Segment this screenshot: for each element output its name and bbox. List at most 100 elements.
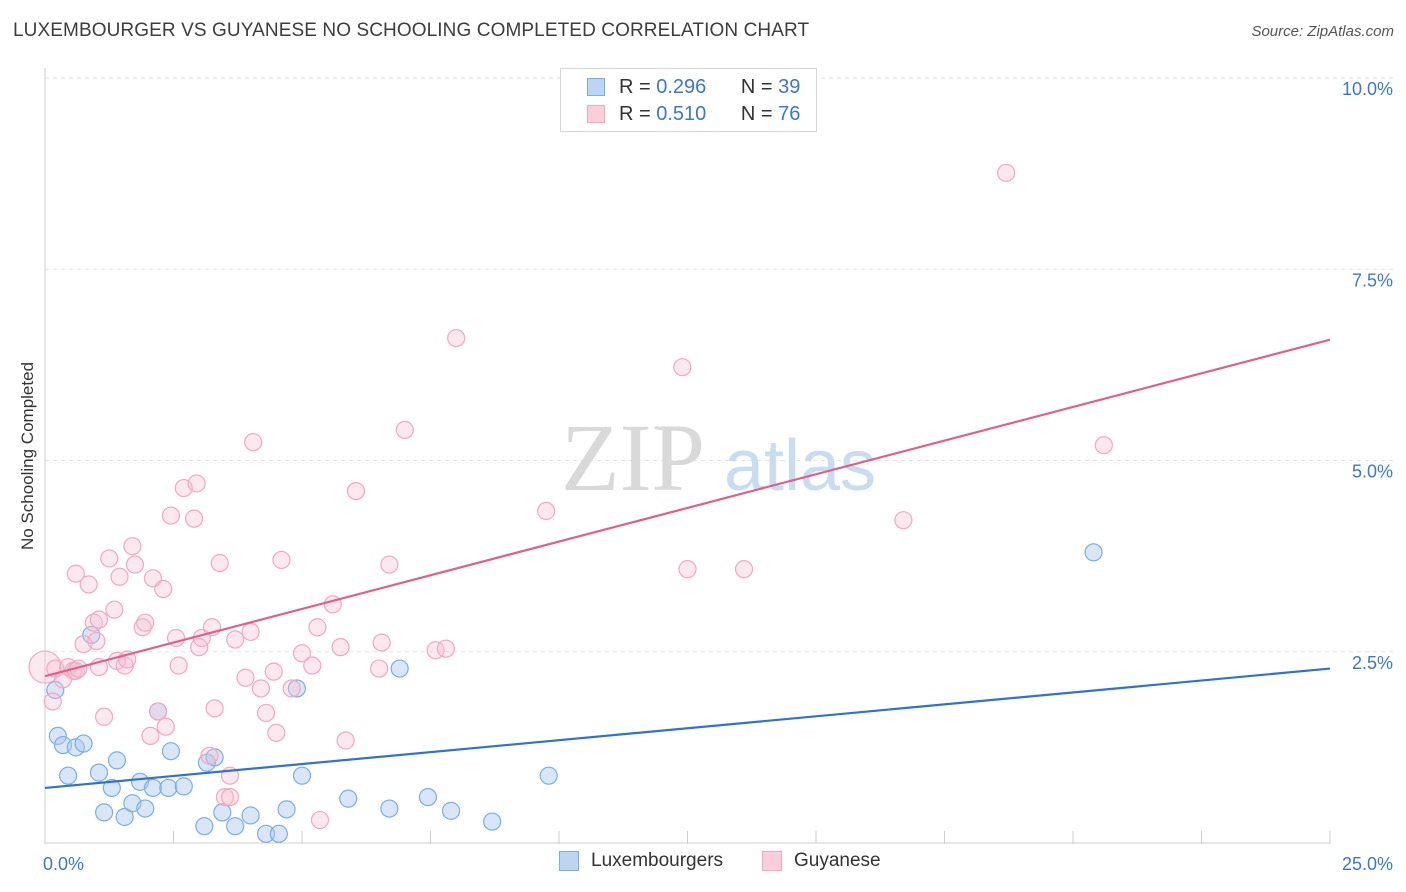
legend-swatch-guyanese: [587, 105, 605, 123]
axes: [44, 68, 1331, 844]
guyanese-point: [220, 787, 240, 807]
bottom-legend-luxembourgers: Luxembourgers: [559, 850, 723, 872]
source-label: Source: ZipAtlas.com: [1251, 23, 1394, 40]
guyanese-point: [447, 329, 466, 348]
guyanese-point: [105, 600, 124, 619]
guyanese-point: [125, 555, 145, 574]
guyanese-point: [256, 703, 276, 723]
guyanese-point: [251, 679, 270, 698]
legend-row-luxembourgers: R = 0.296 N = 39: [587, 74, 800, 100]
guyanese-point: [395, 420, 414, 439]
legend-row-guyanese: R = 0.510 N = 76: [587, 101, 800, 127]
guyanese-point: [89, 610, 109, 629]
guyanese-point: [336, 731, 355, 750]
guyanese-points: [28, 163, 1113, 830]
luxembourgers-point: [256, 824, 276, 843]
luxembourgers-point: [89, 763, 109, 782]
luxembourgers-point: [226, 817, 245, 836]
luxembourgers-point: [418, 787, 438, 807]
y-tick-label: 5.0%: [1352, 462, 1393, 482]
guyanese-point: [370, 659, 389, 678]
luxembourgers-point: [441, 801, 461, 820]
luxembourgers-point: [107, 751, 127, 770]
guyanese-point: [678, 560, 697, 579]
guyanese-point: [372, 633, 391, 652]
guyanese-point: [673, 358, 692, 377]
bottom-legend-label-luxembourgers: Luxembourgers: [591, 850, 724, 871]
guyanese-point: [100, 549, 119, 568]
legend-r-label: R =: [619, 75, 651, 98]
legend-n-value: 76: [778, 102, 801, 125]
luxembourgers-trend-line: [44, 667, 1331, 790]
guyanese-point: [226, 630, 245, 649]
luxembourgers-point: [241, 806, 260, 825]
y-tick-label: 7.5%: [1352, 270, 1393, 290]
guyanese-point: [436, 639, 456, 658]
guyanese-point: [241, 622, 260, 641]
guyanese-point: [84, 613, 103, 632]
guyanese-point: [346, 482, 366, 501]
guyanese-point: [282, 679, 301, 698]
legend-r-value: 0.296: [656, 75, 707, 98]
legend-swatch-luxembourgers: [587, 78, 605, 96]
guyanese-point: [141, 726, 160, 746]
guyanese-point: [169, 656, 188, 675]
luxembourgers-point: [390, 659, 409, 678]
tick-labels: 2.5% 5.0% 7.5% 10.0% 0.0% 25.0%: [43, 79, 1393, 874]
guyanese-point: [205, 699, 224, 718]
luxembourgers-point: [115, 807, 134, 827]
guyanese-point: [148, 702, 168, 721]
guyanese-point: [303, 656, 322, 675]
luxembourgers-point: [136, 799, 155, 818]
guyanese-point: [156, 717, 175, 736]
guyanese-point: [236, 668, 255, 687]
luxembourgers-points: [46, 543, 1103, 843]
guyanese-point: [537, 501, 556, 521]
guyanese-point: [154, 579, 173, 599]
luxembourgers-point: [287, 679, 306, 698]
guyanese-point: [380, 555, 399, 574]
guyanese-point: [308, 618, 327, 637]
x-tick-label: 25.0%: [1342, 854, 1393, 874]
luxembourgers-point: [159, 778, 178, 798]
guyanese-point: [187, 474, 206, 493]
guyanese-point: [110, 567, 129, 586]
guyanese-point: [734, 560, 754, 579]
luxembourgers-point: [380, 799, 399, 818]
guyanese-point: [292, 644, 312, 663]
luxembourgers-point: [1084, 543, 1103, 562]
bottom-legend-label-guyanese: Guyanese: [794, 850, 881, 871]
chart-title: LUXEMBOURGER VS GUYANESE NO SCHOOLING CO…: [13, 20, 810, 41]
guyanese-point: [210, 553, 229, 573]
luxembourgers-point: [483, 812, 502, 831]
luxembourgers-point: [539, 766, 558, 785]
legend-n-label: N =: [740, 75, 773, 98]
guyanese-point: [331, 638, 350, 657]
luxembourgers-point: [292, 766, 312, 785]
luxembourgers-point: [277, 800, 296, 819]
guyanese-point: [161, 506, 181, 525]
luxembourgers-point: [195, 817, 214, 836]
legend-r-value: 0.510: [656, 102, 707, 125]
guyanese-point: [184, 509, 204, 528]
x-tick-label: 0.0%: [43, 854, 84, 874]
legend-n-value: 39: [778, 75, 801, 98]
guyanese-point: [123, 537, 142, 556]
luxembourgers-point: [95, 803, 114, 822]
bottom-legend-swatch-guyanese: [762, 851, 782, 871]
watermark-zip: ZIP: [561, 404, 705, 511]
guyanese-trend-line: [44, 338, 1331, 678]
guyanese-point: [267, 723, 286, 742]
guyanese-point: [79, 575, 98, 594]
guyanese-point: [310, 810, 330, 830]
guyanese-point: [272, 550, 291, 570]
guyanese-point: [215, 787, 234, 807]
guyanese-point: [66, 564, 85, 583]
legend-r-label: R =: [619, 102, 651, 125]
luxembourgers-point: [102, 778, 121, 798]
bottom-legend-guyanese: Guyanese: [762, 850, 881, 872]
luxembourgers-point: [339, 789, 358, 808]
luxembourgers-point: [174, 777, 193, 796]
luxembourgers-point: [74, 734, 93, 753]
